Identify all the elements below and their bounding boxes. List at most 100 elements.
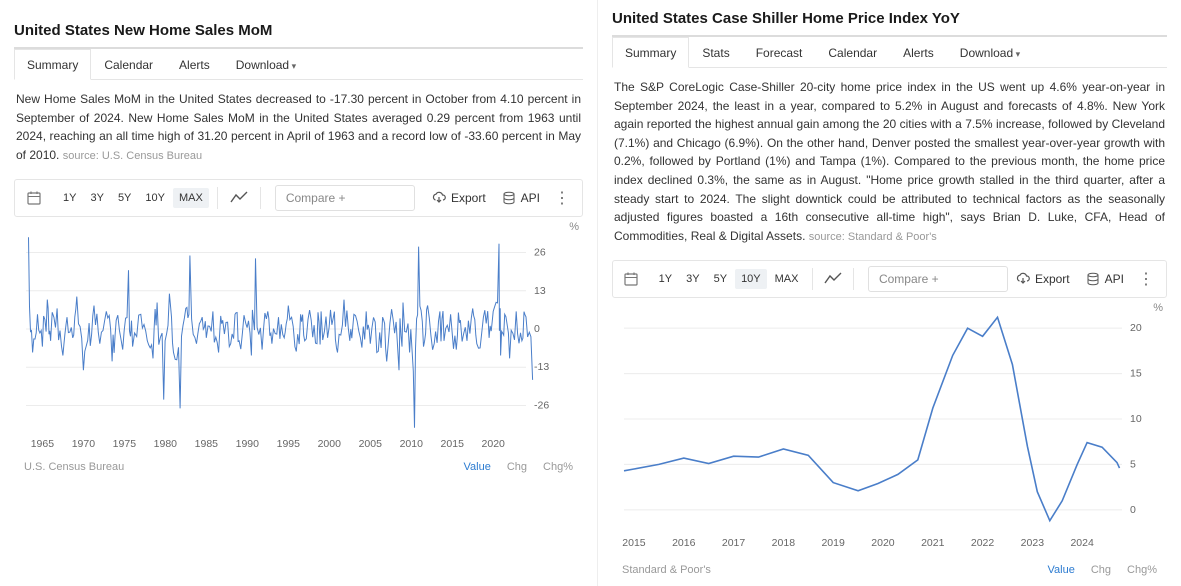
chart-type-line-icon[interactable] <box>226 185 252 211</box>
divider <box>217 187 218 209</box>
calendar-icon[interactable] <box>619 266 643 292</box>
api-label: API <box>1105 272 1124 286</box>
footer-source: Standard & Poor's <box>622 564 711 576</box>
api-button[interactable]: API <box>494 187 548 209</box>
range-10y[interactable]: 10Y <box>735 269 767 289</box>
value-mode-chgpct[interactable]: Chg% <box>1119 562 1165 578</box>
api-label: API <box>521 191 540 205</box>
compare-input[interactable]: Compare + <box>275 185 415 211</box>
source-label: source: Standard & Poor's <box>809 231 937 243</box>
range-group: 1Y3Y5Y10YMAX <box>57 188 209 208</box>
divider <box>812 268 813 290</box>
svg-text:2010: 2010 <box>400 438 424 450</box>
svg-text:2015: 2015 <box>441 438 465 450</box>
value-mode-value[interactable]: Value <box>1040 562 1083 578</box>
tab-summary[interactable]: Summary <box>612 37 689 68</box>
tab-forecast[interactable]: Forecast <box>743 37 816 68</box>
tab-download[interactable]: Download <box>947 37 1033 68</box>
range-1y[interactable]: 1Y <box>653 269 678 289</box>
range-5y[interactable]: 5Y <box>112 188 137 208</box>
svg-text:2020: 2020 <box>482 438 506 450</box>
more-icon[interactable]: ⋮ <box>548 188 576 208</box>
svg-text:20: 20 <box>1130 322 1142 334</box>
chart-toolbar: 1Y3Y5Y10YMAX Compare + Export API ⋮ <box>612 260 1167 298</box>
chart: % 20151050201520162017201820192020202120… <box>612 300 1167 560</box>
tab-calendar[interactable]: Calendar <box>815 37 890 68</box>
range-1y[interactable]: 1Y <box>57 188 82 208</box>
svg-text:2015: 2015 <box>622 537 646 549</box>
tabs: SummaryStatsForecastCalendarAlertsDownlo… <box>612 37 1167 68</box>
api-button[interactable]: API <box>1078 268 1132 290</box>
description: New Home Sales MoM in the United States … <box>14 80 583 171</box>
svg-text:2023: 2023 <box>1021 537 1045 549</box>
svg-text:2018: 2018 <box>772 537 796 549</box>
svg-text:0: 0 <box>1130 504 1136 516</box>
chart-svg: 26130-13-2619651970197519801985199019952… <box>14 219 574 457</box>
footer-source: U.S. Census Bureau <box>24 461 124 473</box>
svg-text:2000: 2000 <box>318 438 342 450</box>
unit-label: % <box>1153 302 1163 314</box>
description-text: The S&P CoreLogic Case-Shiller 20-city h… <box>614 80 1165 243</box>
tab-alerts[interactable]: Alerts <box>166 49 223 80</box>
compare-input[interactable]: Compare + <box>868 266 1008 292</box>
range-5y[interactable]: 5Y <box>708 269 733 289</box>
chart-svg: 2015105020152016201720182019202020212022… <box>612 300 1160 560</box>
svg-text:1970: 1970 <box>72 438 96 450</box>
svg-text:2016: 2016 <box>672 537 696 549</box>
svg-text:2022: 2022 <box>971 537 995 549</box>
unit-label: % <box>569 221 579 233</box>
tabs: SummaryCalendarAlertsDownload <box>14 49 583 80</box>
svg-text:26: 26 <box>534 246 546 258</box>
range-max[interactable]: MAX <box>769 269 805 289</box>
svg-text:-26: -26 <box>534 399 549 411</box>
database-icon <box>502 191 516 205</box>
more-icon[interactable]: ⋮ <box>1132 269 1160 289</box>
divider <box>853 268 854 290</box>
chart-footer: U.S. Census Bureau ValueChgChg% <box>14 457 583 473</box>
value-mode-chg[interactable]: Chg <box>499 459 535 475</box>
range-10y[interactable]: 10Y <box>139 188 171 208</box>
svg-text:2017: 2017 <box>722 537 746 549</box>
export-label: Export <box>451 191 486 205</box>
value-mode-chg[interactable]: Chg <box>1083 562 1119 578</box>
range-max[interactable]: MAX <box>173 188 209 208</box>
range-group: 1Y3Y5Y10YMAX <box>653 269 805 289</box>
calendar-icon[interactable] <box>21 185 47 211</box>
svg-text:1985: 1985 <box>195 438 219 450</box>
cloud-download-icon <box>1016 272 1030 286</box>
svg-text:-13: -13 <box>534 361 549 373</box>
svg-text:15: 15 <box>1130 367 1142 379</box>
tab-calendar[interactable]: Calendar <box>91 49 166 80</box>
svg-text:1995: 1995 <box>277 438 301 450</box>
tab-alerts[interactable]: Alerts <box>890 37 947 68</box>
range-3y[interactable]: 3Y <box>84 188 109 208</box>
svg-text:13: 13 <box>534 285 546 297</box>
chart: % 26130-13-26196519701975198019851990199… <box>14 219 583 457</box>
chart-footer: Standard & Poor's ValueChgChg% <box>612 560 1167 576</box>
svg-text:2020: 2020 <box>871 537 895 549</box>
page-title: United States New Home Sales MoM <box>14 6 583 49</box>
cloud-download-icon <box>432 191 446 205</box>
svg-text:2021: 2021 <box>921 537 945 549</box>
chart-toolbar: 1Y3Y5Y10YMAX Compare + Export API ⋮ <box>14 179 583 217</box>
page-title: United States Case Shiller Home Price In… <box>612 6 1167 37</box>
panel-case-shiller: United States Case Shiller Home Price In… <box>598 0 1181 586</box>
export-button[interactable]: Export <box>1008 268 1078 290</box>
export-button[interactable]: Export <box>424 187 494 209</box>
range-3y[interactable]: 3Y <box>680 269 705 289</box>
value-mode-value[interactable]: Value <box>456 459 499 475</box>
tab-summary[interactable]: Summary <box>14 49 91 80</box>
description: The S&P CoreLogic Case-Shiller 20-city h… <box>612 68 1167 252</box>
svg-text:5: 5 <box>1130 458 1136 470</box>
svg-text:2024: 2024 <box>1070 537 1094 549</box>
value-mode-chgpct[interactable]: Chg% <box>535 459 581 475</box>
tab-stats[interactable]: Stats <box>689 37 742 68</box>
chart-type-line-icon[interactable] <box>821 266 845 292</box>
svg-text:2005: 2005 <box>359 438 383 450</box>
source-label: source: U.S. Census Bureau <box>63 150 202 162</box>
export-label: Export <box>1035 272 1070 286</box>
tab-download[interactable]: Download <box>223 49 309 80</box>
svg-text:1975: 1975 <box>113 438 137 450</box>
svg-text:2019: 2019 <box>821 537 845 549</box>
database-icon <box>1086 272 1100 286</box>
